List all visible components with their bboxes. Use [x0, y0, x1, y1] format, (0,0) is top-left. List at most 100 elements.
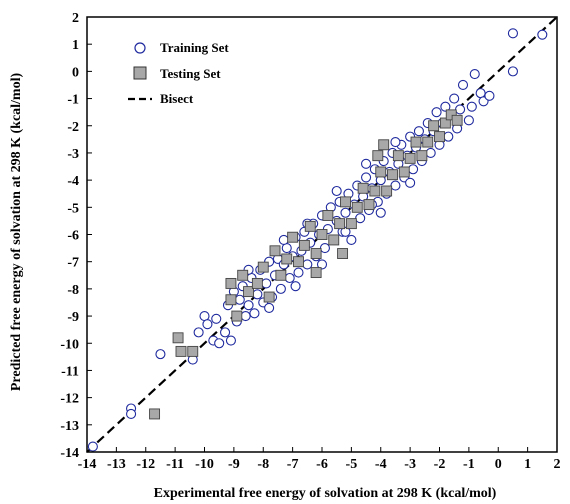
testing-point	[398, 166, 410, 178]
testing-point	[416, 150, 428, 162]
training-point	[87, 441, 98, 452]
testing-point	[351, 201, 363, 213]
testing-point	[237, 269, 249, 281]
points-layer	[86, 16, 558, 453]
training-point	[375, 207, 386, 218]
training-point	[155, 349, 166, 360]
legend-marker-testing	[133, 66, 147, 80]
y-tick-label: 2	[72, 11, 79, 26]
testing-point	[375, 166, 387, 178]
training-point	[225, 335, 236, 346]
testing-point	[149, 408, 161, 420]
training-point	[264, 302, 275, 313]
training-point	[361, 158, 372, 169]
training-point	[240, 311, 251, 322]
testing-point	[304, 220, 316, 232]
training-point	[293, 267, 304, 278]
testing-point	[357, 182, 369, 194]
y-tick-label: -1	[67, 93, 79, 108]
training-point	[234, 294, 245, 305]
training-point	[278, 234, 289, 245]
x-tick-label: -4	[375, 457, 387, 472]
training-point	[507, 66, 518, 77]
legend-label-bisect: Bisect	[160, 91, 194, 106]
testing-point	[363, 199, 375, 211]
y-tick-label: -6	[67, 229, 79, 244]
testing-point	[231, 310, 243, 322]
testing-point	[269, 245, 281, 257]
plot-frame	[86, 16, 558, 453]
training-point	[214, 338, 225, 349]
y-tick-label: -13	[60, 419, 79, 434]
training-point	[319, 243, 330, 254]
legend-marker-training	[134, 42, 146, 54]
x-tick-label: -6	[316, 457, 328, 472]
training-point	[537, 29, 548, 40]
training-point	[340, 207, 351, 218]
x-tick-label: -8	[257, 457, 269, 472]
x-tick-label: -5	[346, 457, 358, 472]
training-point	[302, 259, 313, 270]
testing-point	[328, 234, 340, 246]
x-tick-label: -2	[434, 457, 446, 472]
training-point	[457, 79, 469, 91]
training-point	[408, 164, 419, 175]
testing-point	[434, 131, 445, 143]
testing-point	[345, 218, 357, 230]
training-point	[261, 278, 272, 289]
testing-point	[225, 294, 237, 306]
training-point	[425, 147, 436, 158]
x-tick-label: -3	[404, 457, 416, 472]
training-point	[361, 172, 372, 183]
testing-point	[410, 136, 422, 148]
training-point	[346, 234, 357, 245]
y-tick-label: -2	[67, 120, 79, 135]
testing-point	[316, 229, 328, 240]
testing-point	[310, 248, 322, 259]
x-tick-label: -1	[463, 457, 475, 472]
training-point	[211, 313, 222, 324]
x-tick-label: -9	[228, 457, 240, 472]
training-point	[331, 185, 342, 197]
testing-point	[392, 150, 404, 162]
y-tick-label: -4	[67, 174, 79, 189]
x-tick-label: 0	[495, 457, 502, 472]
x-tick-label: -12	[136, 457, 155, 472]
legend-label-training: Training Set	[160, 40, 229, 55]
y-tick-label: -11	[61, 364, 79, 379]
testing-point	[275, 269, 287, 281]
testing-point	[243, 286, 255, 298]
testing-point	[310, 267, 322, 279]
x-axis-title: Experimental free energy of solvation at…	[154, 486, 497, 501]
x-tick-label: 2	[554, 457, 561, 472]
testing-point	[172, 332, 184, 344]
testing-point	[387, 169, 398, 181]
testing-point	[340, 196, 351, 208]
testing-point	[372, 150, 384, 162]
y-tick-label: -8	[67, 283, 79, 298]
testing-point	[422, 136, 434, 148]
testing-point	[381, 185, 393, 197]
testing-point	[334, 218, 346, 230]
testing-point	[369, 185, 381, 197]
training-point	[340, 226, 351, 237]
training-point	[455, 104, 466, 115]
training-point	[275, 283, 286, 294]
y-tick-label: 0	[72, 65, 79, 80]
training-point	[390, 137, 401, 148]
testing-point	[428, 120, 440, 132]
training-point	[252, 289, 263, 300]
testing-point	[439, 117, 451, 129]
y-tick-label: -5	[67, 201, 79, 216]
training-point	[405, 177, 416, 188]
testing-point	[251, 277, 263, 289]
x-tick-label: -14	[78, 457, 97, 472]
training-point	[316, 259, 328, 270]
training-point	[355, 213, 366, 224]
testing-point	[451, 114, 463, 126]
legend: Training Set Testing Set Bisect	[128, 40, 229, 106]
testing-point	[404, 152, 416, 164]
training-point	[440, 101, 451, 112]
